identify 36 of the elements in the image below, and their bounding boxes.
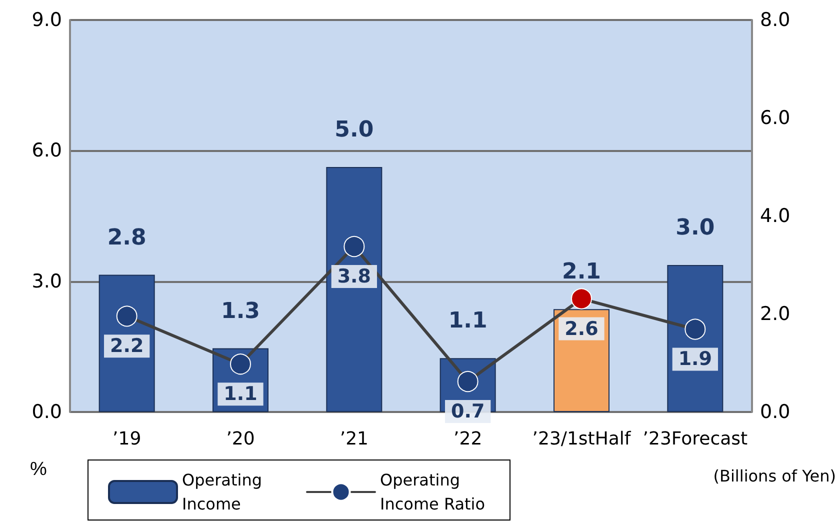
- legend-label: Operating Income: [182, 470, 268, 514]
- data-label: 5.0: [334, 118, 374, 142]
- point: [230, 354, 251, 375]
- data-label: 2.1: [562, 260, 601, 285]
- data-label: 1.9: [678, 348, 712, 370]
- data-label: 3.8: [337, 265, 372, 288]
- y2-axis-title: (Billions of Yen): [713, 466, 836, 486]
- data-label: 2.2: [110, 335, 144, 358]
- point: [116, 306, 138, 327]
- y2-tick-label: 0.0: [760, 401, 790, 423]
- data-label: 1.3: [221, 298, 260, 324]
- y2-tick-label: 6.0: [760, 107, 790, 129]
- data-label: 2.8: [107, 225, 146, 250]
- x-tick-label: ’20: [226, 428, 255, 450]
- x-tick-label: ’21: [340, 428, 368, 450]
- point: [344, 236, 365, 257]
- y-tick-label: 9.0: [32, 9, 62, 31]
- x-tick-label: ’23/1stHalf: [532, 428, 632, 450]
- data-label: 0.7: [450, 400, 485, 423]
- point: [571, 288, 592, 310]
- data-label: 2.6: [564, 318, 598, 340]
- y-tick-label: 0.0: [32, 401, 62, 423]
- y-tick-label: 3.0: [32, 270, 62, 292]
- y2-tick-label: 4.0: [760, 205, 790, 227]
- y2-tick-label: 8.0: [760, 9, 790, 31]
- y-tick-label: 6.0: [32, 140, 62, 162]
- legend-label: Operating Income Ratio: [380, 470, 486, 514]
- x-tick-label: ’22: [454, 428, 482, 450]
- x-tick-label: ’23Forecast: [642, 428, 748, 450]
- x-tick-label: ’19: [112, 428, 142, 450]
- data-label: 3.0: [676, 216, 715, 240]
- data-label: 1.1: [224, 383, 258, 406]
- data-label: 1.1: [448, 308, 488, 334]
- y2-tick-label: 2.0: [760, 303, 790, 325]
- point: [684, 318, 706, 340]
- y-axis-title: %: [30, 459, 47, 480]
